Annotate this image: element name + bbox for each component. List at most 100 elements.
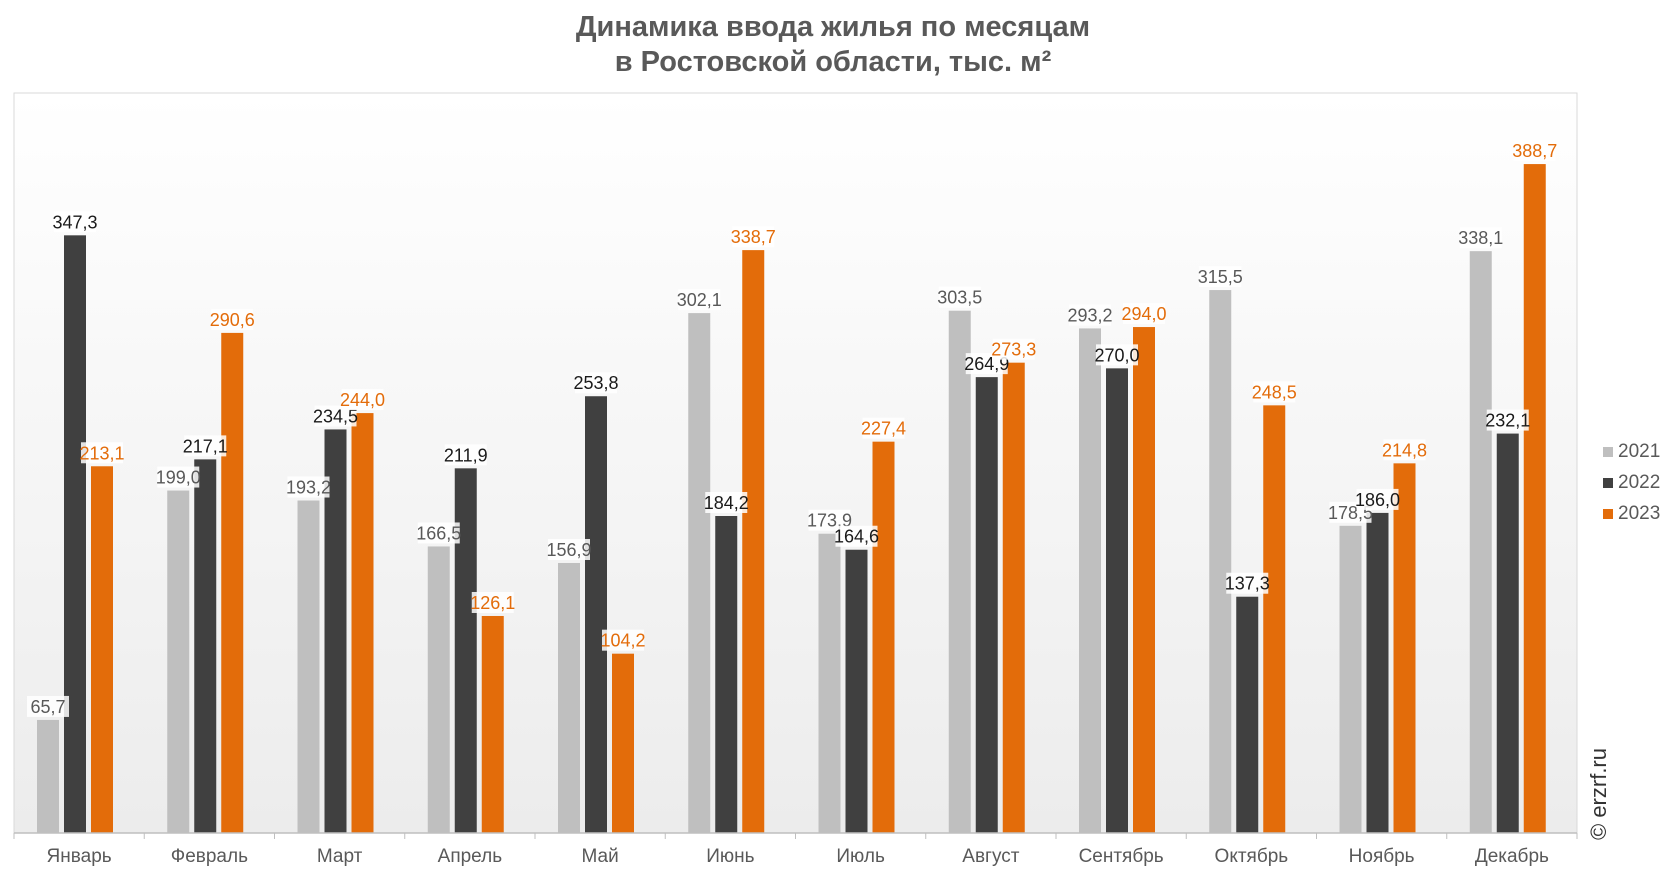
bar-2022-4 bbox=[454, 468, 477, 833]
x-tick-label-9: Сентябрь bbox=[1079, 846, 1164, 867]
legend-item-2021: 2021 bbox=[1603, 436, 1660, 467]
data-label-2023-12: 388,7 bbox=[1512, 141, 1557, 161]
bar-2021-10 bbox=[1209, 290, 1232, 833]
x-tick-label-1: Январь bbox=[47, 846, 112, 867]
data-label-2023-8: 273,3 bbox=[991, 340, 1036, 360]
legend-label-2021: 2021 bbox=[1618, 440, 1661, 462]
bar-2023-4 bbox=[481, 615, 504, 833]
bar-2023-3 bbox=[351, 413, 374, 833]
data-label-bg-2022-1 bbox=[54, 211, 96, 233]
data-label-2022-12: 232,1 bbox=[1485, 411, 1530, 431]
data-label-bg-2021-8 bbox=[938, 286, 981, 308]
legend-label-2022: 2022 bbox=[1618, 471, 1661, 493]
data-label-bg-2021-6 bbox=[678, 289, 721, 311]
data-label-2021-2: 199,0 bbox=[156, 468, 201, 488]
data-label-2022-5: 253,8 bbox=[573, 373, 618, 393]
data-label-2021-3: 193,2 bbox=[286, 478, 331, 498]
x-tick-label-4: Апрель bbox=[438, 846, 503, 867]
x-tick-label-3: Март bbox=[317, 846, 363, 867]
data-label-2023-7: 227,4 bbox=[861, 419, 906, 439]
x-tick-label-12: Декабрь bbox=[1475, 846, 1549, 867]
data-label-bg-2021-4 bbox=[417, 522, 460, 544]
bar-2021-12 bbox=[1469, 251, 1492, 833]
bar-2021-9 bbox=[1079, 328, 1101, 833]
data-label-2022-11: 186,0 bbox=[1355, 490, 1400, 510]
bar-2023-6 bbox=[742, 250, 765, 834]
data-label-bg-2023-10 bbox=[1253, 381, 1296, 403]
bar-2021-8 bbox=[948, 310, 971, 834]
plot-area bbox=[13, 92, 1578, 834]
data-label-bg-2023-5 bbox=[602, 629, 644, 651]
data-label-2022-1: 347,3 bbox=[52, 212, 97, 232]
data-label-bg-2023-12 bbox=[1513, 140, 1556, 162]
data-label-2021-1: 65,7 bbox=[30, 697, 65, 717]
chart-title: Динамика ввода жилья по месяцам в Ростов… bbox=[0, 10, 1666, 80]
data-label-bg-2022-3 bbox=[314, 405, 357, 427]
data-label-bg-2022-7 bbox=[835, 525, 878, 547]
bar-2021-3 bbox=[297, 500, 320, 833]
bar-2021-2 bbox=[167, 490, 190, 833]
bar-2022-6 bbox=[715, 516, 738, 833]
bar-2023-11 bbox=[1393, 463, 1416, 833]
data-label-bg-2023-3 bbox=[341, 389, 384, 411]
x-tick-label-2: Февраль bbox=[171, 846, 248, 867]
bar-2022-5 bbox=[585, 396, 607, 833]
data-label-2022-2: 217,1 bbox=[183, 436, 228, 456]
data-label-2022-10: 137,3 bbox=[1225, 574, 1270, 594]
bar-2021-11 bbox=[1339, 525, 1362, 833]
data-label-2023-11: 214,8 bbox=[1382, 440, 1427, 460]
bar-2023-1 bbox=[91, 466, 113, 833]
bar-2021-4 bbox=[427, 546, 450, 833]
chart-title-line-2: в Ростовской области, тыс. м² bbox=[614, 46, 1052, 78]
data-label-bg-2022-6 bbox=[705, 492, 748, 514]
bar-2023-7 bbox=[872, 441, 895, 833]
data-label-2022-4: 211,9 bbox=[444, 445, 488, 465]
chart-title-line-1: Динамика ввода жилья по месяцам bbox=[575, 11, 1091, 43]
data-label-2022-9: 270,0 bbox=[1094, 345, 1139, 365]
data-label-bg-2021-9 bbox=[1069, 304, 1111, 326]
legend-item-2022: 2022 bbox=[1603, 467, 1660, 498]
data-label-2021-6: 302,1 bbox=[677, 290, 722, 310]
data-label-2021-12: 338,1 bbox=[1458, 228, 1503, 248]
data-label-bg-2023-9 bbox=[1123, 303, 1165, 325]
data-label-bg-2021-7 bbox=[808, 509, 851, 531]
data-label-bg-2021-10 bbox=[1199, 266, 1242, 288]
data-label-bg-2021-12 bbox=[1459, 227, 1502, 249]
watermark-text: © erzrf.ru bbox=[1586, 748, 1611, 840]
data-label-bg-2023-7 bbox=[862, 417, 905, 439]
data-label-2023-9: 294,0 bbox=[1121, 304, 1166, 324]
bar-2023-12 bbox=[1523, 164, 1546, 834]
x-tick-label-10: Октябрь bbox=[1215, 846, 1289, 867]
data-label-2021-8: 303,5 bbox=[937, 288, 982, 308]
data-label-bg-2022-10 bbox=[1226, 572, 1269, 594]
data-label-2023-6: 338,7 bbox=[731, 227, 776, 247]
x-tick-label-5: Май bbox=[582, 846, 619, 867]
data-label-2021-10: 315,5 bbox=[1198, 267, 1243, 287]
data-label-bg-2023-8 bbox=[992, 338, 1035, 360]
data-label-bg-2022-4 bbox=[444, 444, 487, 466]
bar-2022-11 bbox=[1366, 512, 1389, 833]
bar-2022-12 bbox=[1496, 433, 1519, 833]
legend-swatch-2023 bbox=[1603, 508, 1613, 519]
data-label-2023-5: 104,2 bbox=[600, 631, 645, 651]
data-label-bg-2023-2 bbox=[211, 308, 254, 330]
data-label-bg-2023-1 bbox=[81, 442, 123, 464]
bar-2021-1 bbox=[37, 719, 59, 833]
bar-2021-6 bbox=[688, 313, 711, 834]
data-label-2022-6: 184,2 bbox=[704, 493, 749, 513]
bar-2022-7 bbox=[845, 549, 868, 833]
data-label-2021-4: 166,5 bbox=[416, 523, 461, 543]
data-label-2022-3: 234,5 bbox=[313, 406, 358, 426]
bar-2021-5 bbox=[558, 562, 580, 833]
data-label-bg-2022-2 bbox=[184, 435, 227, 457]
data-label-bg-2021-3 bbox=[287, 476, 330, 498]
data-label-bg-2022-11 bbox=[1356, 488, 1399, 510]
bar-2023-2 bbox=[221, 332, 244, 833]
data-label-2021-9: 293,2 bbox=[1067, 305, 1112, 325]
data-label-bg-2023-11 bbox=[1383, 439, 1426, 461]
data-label-2022-7: 164,6 bbox=[834, 527, 879, 547]
bar-2023-8 bbox=[1002, 362, 1025, 833]
legend-swatch-2021 bbox=[1603, 446, 1613, 457]
bar-2021-7 bbox=[818, 533, 841, 833]
legend-swatch-2022 bbox=[1603, 477, 1613, 488]
